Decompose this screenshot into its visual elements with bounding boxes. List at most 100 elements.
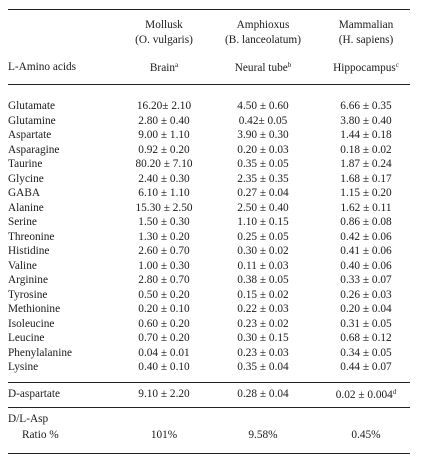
- table-cell: 6.66 ± 0.35: [340, 100, 392, 112]
- table-cell: 0.70 ± 0.20: [138, 332, 190, 344]
- row-label: Glutamine: [8, 114, 56, 127]
- row-label: Glutamate: [8, 100, 56, 112]
- row-label: Aspartate: [8, 129, 52, 141]
- footnote-marker: d: [392, 388, 397, 396]
- table-cell: 9.00 ± 1.10: [138, 129, 190, 141]
- table-cell: 1.87 ± 0.24: [340, 158, 392, 170]
- table-cell: 2.80 ± 0.40: [138, 114, 190, 127]
- row-label: Valine: [8, 259, 37, 272]
- row-label: D-aspartate: [8, 388, 61, 400]
- table-cell: 2.80 ± 0.70: [138, 274, 190, 286]
- header-species: (B. lanceolatum): [225, 34, 301, 46]
- table-cell: 0.50 ± 0.20: [138, 288, 190, 301]
- row-label: Methionine: [8, 303, 61, 315]
- table-cell: 2.60 ± 0.70: [138, 245, 190, 257]
- table-cell: 15.30 ± 2.50: [135, 201, 193, 214]
- table-cell: 16.20± 2.10: [136, 100, 192, 112]
- table-cell: 0.22 ± 0.03: [237, 303, 289, 315]
- table-cell: 1.50 ± 0.30: [138, 216, 190, 228]
- row-label: Ratio %: [22, 429, 59, 441]
- row-label: Arginine: [8, 274, 48, 286]
- header-tissue: Neural tubeb: [234, 61, 292, 74]
- table-cell: 0.15 ± 0.02: [237, 288, 289, 301]
- table-cell: 0.28 ± 0.04: [237, 388, 289, 400]
- row-label: Alanine: [8, 201, 44, 214]
- bottom-rule: [8, 453, 410, 454]
- table-cell: 0.40 ± 0.06: [340, 259, 392, 272]
- table-cell: 0.23 ± 0.03: [237, 346, 289, 359]
- table-cell: 0.33 ± 0.07: [340, 274, 392, 286]
- table-cell: 1.00 ± 0.30: [138, 259, 190, 272]
- table-cell: 1.62 ± 0.11: [340, 201, 392, 214]
- body-rule: [8, 382, 410, 383]
- table-cell: 9.10 ± 2.20: [138, 388, 190, 400]
- table-cell: 0.45%: [351, 429, 381, 441]
- table-cell: 0.31 ± 0.05: [340, 317, 392, 330]
- footnote-marker: a: [175, 61, 179, 69]
- table-cell: 0.86 ± 0.08: [340, 216, 392, 228]
- table-cell: 1.30 ± 0.20: [138, 230, 190, 243]
- row-label: Tyrosine: [8, 288, 48, 301]
- top-rule: [8, 9, 410, 10]
- table-cell: 0.04 ± 0.01: [138, 346, 190, 359]
- header-species: (H. sapiens): [338, 34, 394, 46]
- row-label: GABA: [8, 187, 41, 199]
- header-tissue: Braina: [149, 61, 179, 74]
- row-label: Isoleucine: [8, 317, 55, 330]
- table-cell: 2.40 ± 0.30: [138, 172, 190, 185]
- table-cell: 0.35 ± 0.05: [237, 158, 289, 170]
- table-cell: 0.40 ± 0.10: [138, 361, 190, 373]
- header-group-name: Mollusk: [145, 19, 183, 31]
- table-cell: 1.10 ± 0.15: [237, 216, 289, 228]
- table-cell: 0.20 ± 0.03: [237, 143, 289, 156]
- row-label: Phenylalanine: [8, 346, 72, 359]
- header-label-column: L-Amino acids: [8, 61, 77, 73]
- row-label: D/L-Asp: [8, 413, 49, 425]
- table-cell: 0.38 ± 0.05: [237, 274, 289, 286]
- table-cell: 1.68 ± 0.17: [340, 172, 392, 185]
- d-asp-rule: [8, 407, 410, 408]
- table-cell: 1.44 ± 0.18: [340, 129, 392, 141]
- header-species: (O. vulgaris): [135, 34, 193, 46]
- table-cell: 0.68 ± 0.12: [340, 332, 392, 344]
- table-cell: 0.34 ± 0.05: [340, 346, 392, 359]
- table-cell: 0.30 ± 0.15: [237, 332, 289, 344]
- table-cell: 0.42± 0.05: [238, 114, 288, 127]
- header-tissue: Hippocampusc: [333, 61, 399, 74]
- table-cell: 6.10 ± 1.10: [138, 187, 190, 199]
- row-label: Taurine: [8, 158, 43, 170]
- table-cell: 80.20 ± 7.10: [135, 158, 193, 170]
- table-cell: 0.44 ± 0.07: [340, 361, 392, 373]
- table-cell: 0.41 ± 0.06: [340, 245, 392, 257]
- row-label: Serine: [8, 216, 37, 228]
- table-cell: 0.18 ± 0.02: [340, 143, 392, 156]
- header-group-name: Mammalian: [338, 19, 394, 31]
- table-cell: 0.20 ± 0.04: [340, 303, 392, 315]
- table-cell: 1.15 ± 0.20: [340, 187, 392, 199]
- table-cell: 0.92 ± 0.20: [138, 143, 190, 156]
- row-label: Glycine: [8, 172, 44, 185]
- footnote-marker: c: [395, 61, 399, 69]
- table-cell: 0.42 ± 0.06: [340, 230, 392, 243]
- header-rule: [8, 84, 410, 85]
- table-cell: 3.90 ± 0.30: [237, 129, 289, 141]
- table-cell: 0.27 ± 0.04: [237, 187, 289, 199]
- table-cell: 0.23 ± 0.02: [237, 317, 289, 330]
- table-cell: 0.11 ± 0.03: [237, 259, 289, 272]
- row-label: Leucine: [8, 332, 45, 344]
- table-cell: 2.50 ± 0.40: [237, 201, 289, 214]
- table-cell: 9.58%: [248, 429, 278, 441]
- row-label: Histidine: [8, 245, 50, 257]
- row-label: Threonine: [8, 230, 55, 243]
- table-cell: 0.60 ± 0.20: [138, 317, 190, 330]
- header-group-name: Amphioxus: [236, 19, 290, 31]
- table-cell: 0.02 ± 0.004d: [335, 388, 397, 401]
- table-cell: 0.25 ± 0.05: [237, 230, 289, 243]
- table-cell: 3.80 ± 0.40: [340, 114, 392, 127]
- table-cell: 2.35 ± 0.35: [237, 172, 289, 185]
- table-cell: 0.20 ± 0.10: [138, 303, 190, 315]
- table-cell: 4.50 ± 0.60: [237, 100, 289, 112]
- table-cell: 0.35 ± 0.04: [237, 361, 289, 373]
- table-cell: 0.30 ± 0.02: [237, 245, 289, 257]
